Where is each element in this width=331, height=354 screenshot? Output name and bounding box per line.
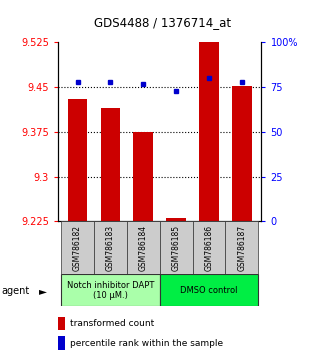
Bar xyxy=(193,221,225,274)
Bar xyxy=(68,99,87,221)
Bar xyxy=(94,221,127,274)
Text: transformed count: transformed count xyxy=(70,319,155,328)
Text: GSM786184: GSM786184 xyxy=(139,225,148,271)
Text: agent: agent xyxy=(2,286,30,296)
Text: DMSO control: DMSO control xyxy=(180,286,238,295)
Text: Notch inhibitor DAPT
(10 μM.): Notch inhibitor DAPT (10 μM.) xyxy=(67,281,154,300)
Bar xyxy=(127,221,160,274)
Bar xyxy=(232,86,252,221)
Bar xyxy=(160,274,258,306)
Text: GSM786182: GSM786182 xyxy=(73,225,82,271)
Text: GSM786187: GSM786187 xyxy=(237,225,246,271)
Bar xyxy=(133,132,153,221)
Bar xyxy=(160,221,193,274)
Text: ►: ► xyxy=(39,286,47,296)
Text: percentile rank within the sample: percentile rank within the sample xyxy=(70,338,223,348)
Bar xyxy=(61,221,94,274)
Text: GSM786185: GSM786185 xyxy=(172,225,181,271)
Text: GDS4488 / 1376714_at: GDS4488 / 1376714_at xyxy=(94,17,231,29)
Bar xyxy=(225,221,258,274)
Bar xyxy=(199,42,219,221)
Text: GSM786183: GSM786183 xyxy=(106,225,115,271)
Bar xyxy=(101,108,120,221)
Bar xyxy=(166,218,186,221)
Text: GSM786186: GSM786186 xyxy=(205,225,213,271)
Bar xyxy=(61,274,160,306)
